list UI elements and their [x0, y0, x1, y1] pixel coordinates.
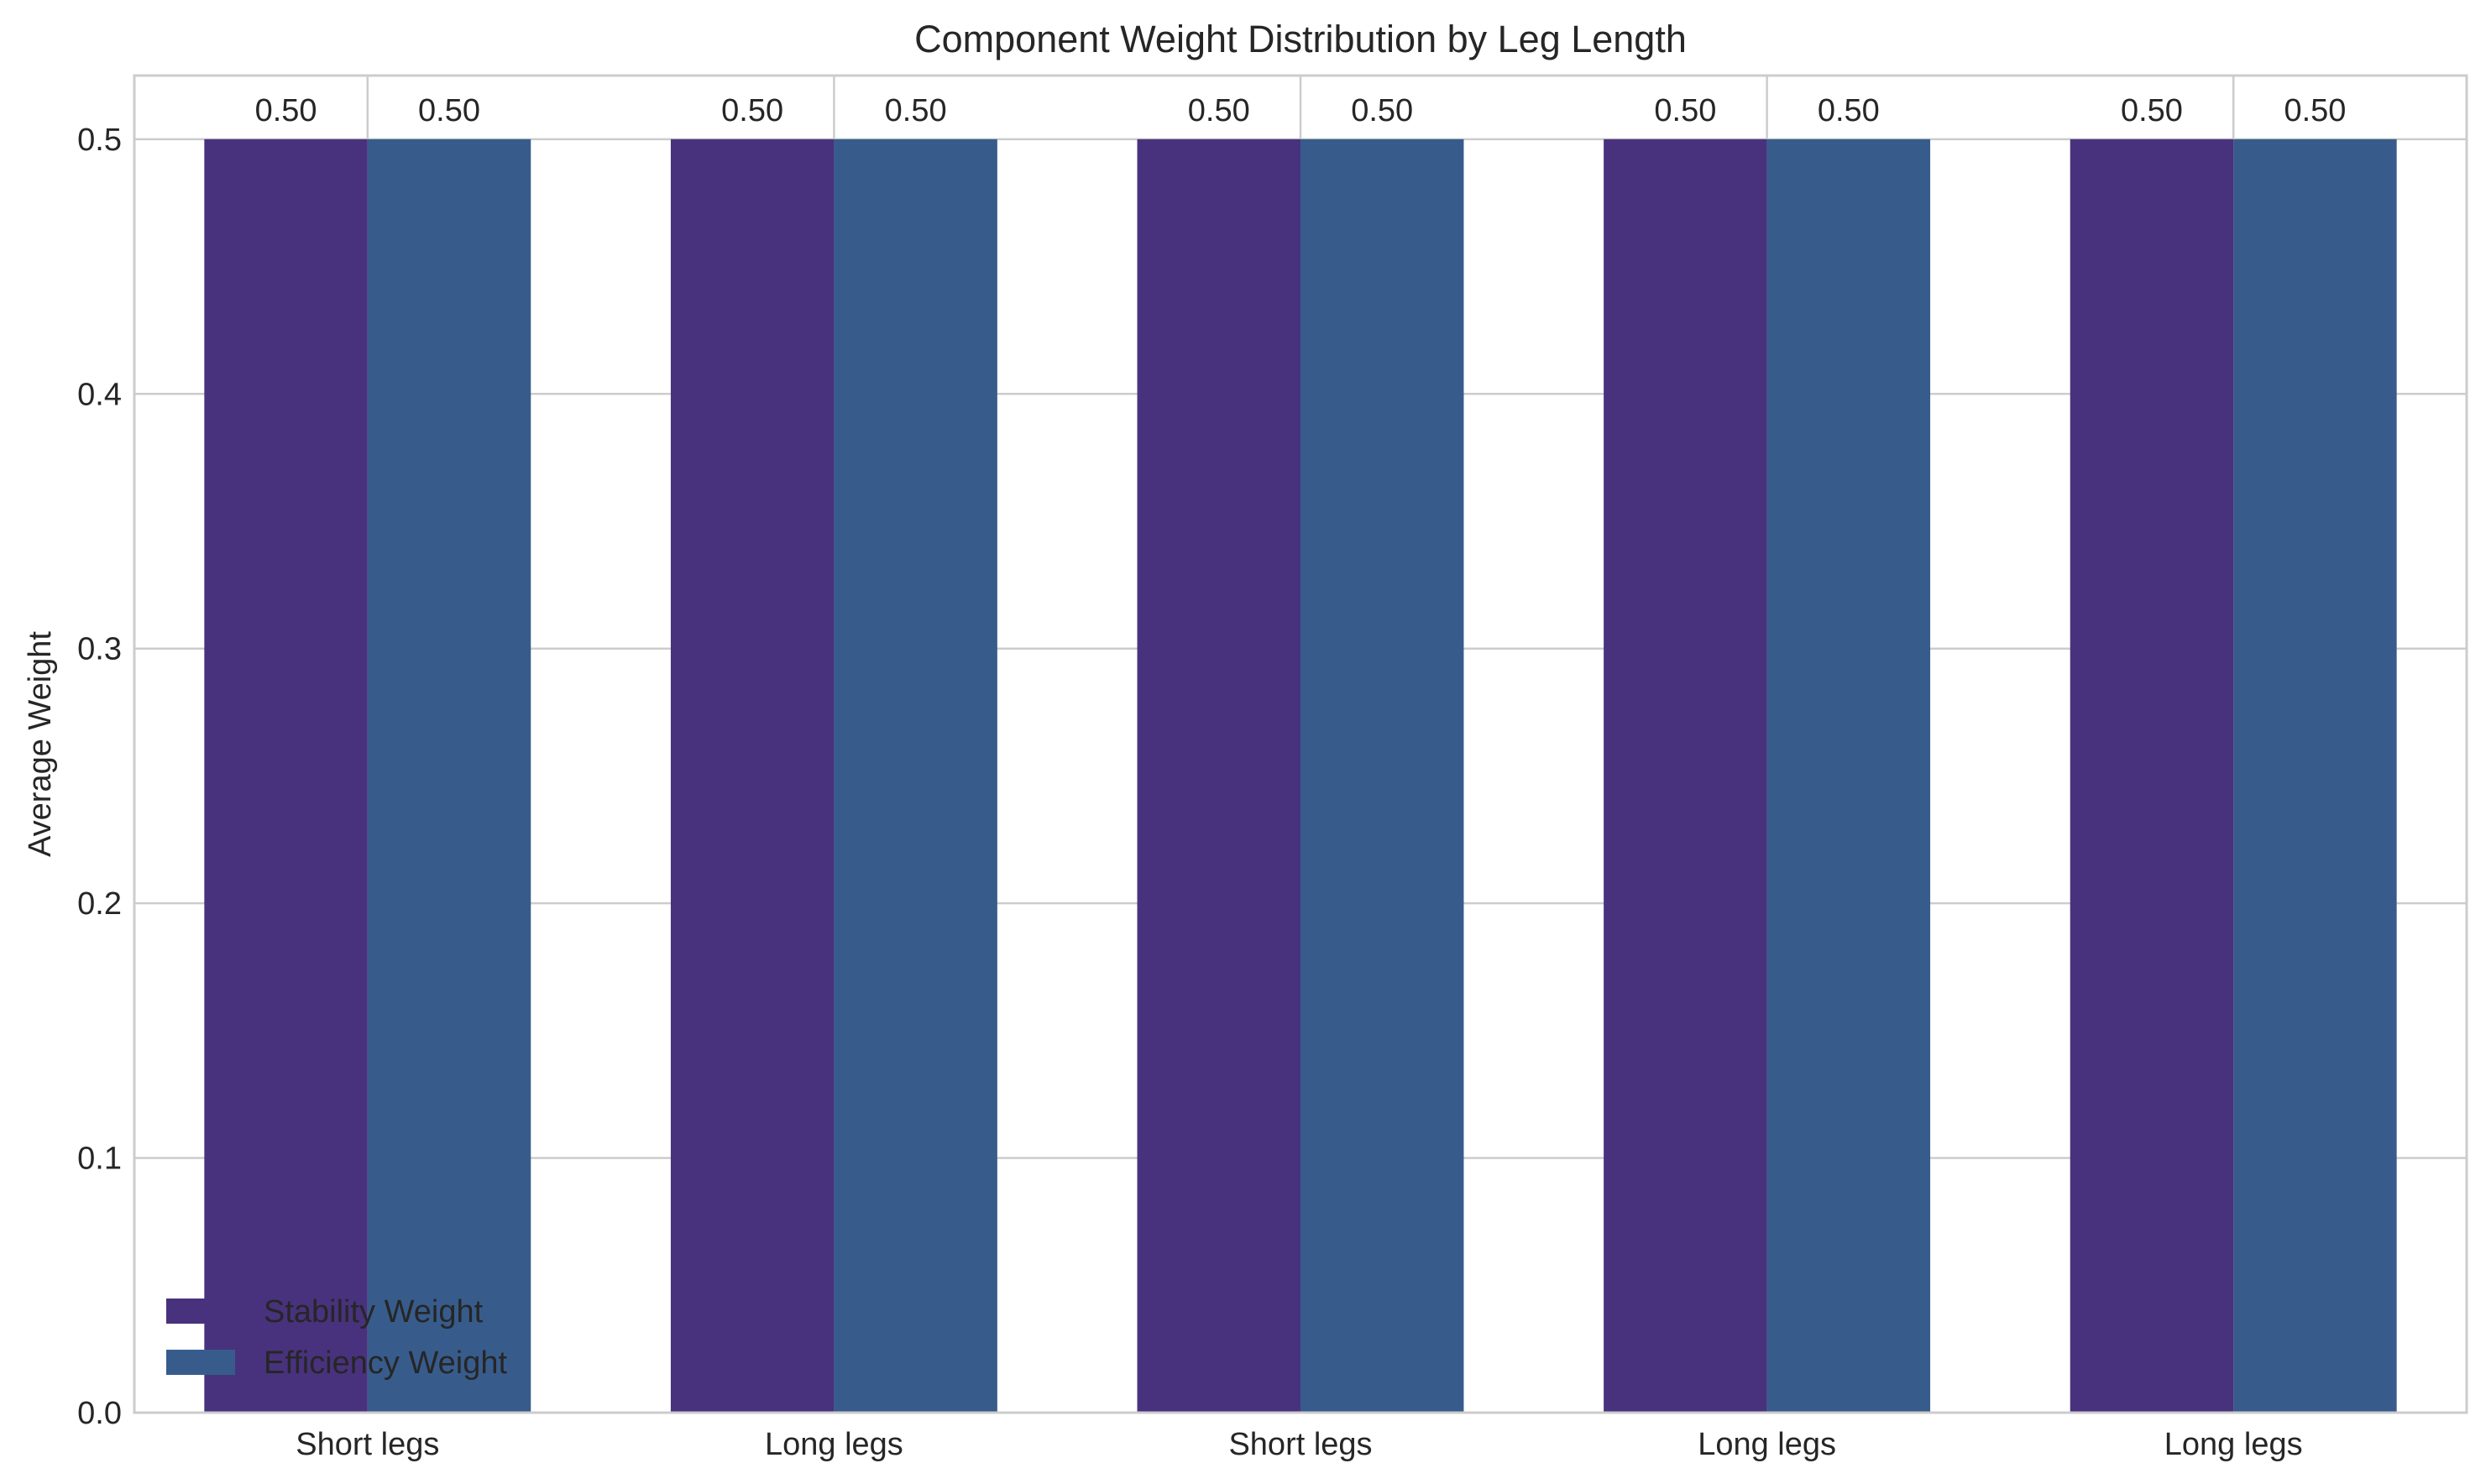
bar-value-label: 0.50 [255, 93, 317, 128]
chart-title: Component Weight Distribution by Leg Len… [914, 18, 1687, 60]
bar [1300, 138, 1464, 1413]
x-tick-label: Short legs [296, 1427, 439, 1462]
bar [367, 138, 531, 1413]
y-tick-label: 0.2 [77, 886, 122, 922]
y-tick-label: 0.1 [77, 1142, 122, 1177]
bar-value-label: 0.50 [1818, 93, 1880, 128]
bar-value-label: 0.50 [721, 93, 783, 128]
x-tick-label: Long legs [1698, 1427, 1836, 1462]
bar [834, 138, 997, 1413]
bar-value-label: 0.50 [1188, 93, 1250, 128]
legend-swatch [166, 1350, 235, 1375]
x-tick-label: Long legs [2164, 1427, 2303, 1462]
x-tick-label: Long legs [765, 1427, 903, 1462]
bar-value-label: 0.50 [1654, 93, 1716, 128]
y-tick-labels: 0.0 0.1 0.2 0.3 0.4 0.5 [77, 123, 122, 1431]
bar [2233, 138, 2397, 1413]
y-axis-label: Average Weight [23, 631, 58, 857]
y-tick-label: 0.0 [77, 1396, 122, 1431]
plot-frame [133, 74, 2468, 1414]
bar-value-label: 0.50 [2121, 93, 2183, 128]
bar [204, 138, 368, 1413]
legend-label: Stability Weight [264, 1294, 484, 1330]
y-tick-label: 0.3 [77, 632, 122, 667]
y-tick-label: 0.4 [77, 377, 122, 412]
data-labels: 0.50 0.50 0.50 0.50 0.50 0.50 0.50 0.50 0.50 0.50 [255, 93, 2347, 128]
bar [1604, 138, 1767, 1413]
y-tick-label: 0.5 [77, 123, 122, 158]
x-tick-label: Short legs [1228, 1427, 1372, 1462]
bar [670, 138, 835, 1413]
bar-value-label: 0.50 [885, 93, 947, 128]
x-tick-labels: Short legs Long legs Short legs Long legs Lo… [296, 1427, 2302, 1462]
bars [204, 138, 2397, 1413]
bar-value-label: 0.50 [418, 93, 480, 128]
bar-value-label: 0.50 [1351, 93, 1413, 128]
legend: Stability Weight Efficiency Weight [166, 1294, 508, 1381]
bar-value-label: 0.50 [2284, 93, 2346, 128]
legend-label: Efficiency Weight [264, 1346, 508, 1381]
bar [2070, 138, 2234, 1413]
bar [1766, 138, 1931, 1413]
legend-swatch [166, 1298, 235, 1324]
bar [1137, 138, 1300, 1413]
